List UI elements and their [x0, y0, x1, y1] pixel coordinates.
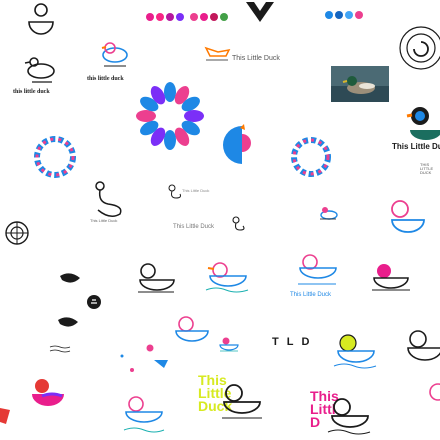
- swatch: [190, 13, 198, 21]
- swatch: [146, 13, 154, 21]
- duck-color-icon: [406, 106, 440, 140]
- duck-color-icon: [0, 404, 10, 424]
- duck-color-icon: [218, 336, 240, 352]
- wheel-icon: [4, 220, 30, 246]
- duck-color-icon: [426, 383, 440, 414]
- v-mark-icon: [246, 2, 274, 22]
- caption-title: This Little Duck: [392, 142, 440, 151]
- duck-outline-icon: [24, 56, 56, 84]
- duck-outline-icon: [134, 262, 178, 298]
- duck-outline-icon: [218, 384, 264, 420]
- swatch-row-c: [325, 11, 363, 19]
- swatch: [345, 11, 353, 19]
- duck-color-icon: [318, 205, 338, 221]
- monogram: TLD: [272, 336, 318, 348]
- caption-lower: this little duck: [87, 76, 124, 82]
- swatch: [335, 11, 343, 19]
- swatch: [220, 13, 228, 21]
- dot-cluster-icon: [118, 342, 172, 378]
- swatch-row-b: [190, 13, 228, 21]
- bird-silhouette-icon: [58, 316, 78, 328]
- rosette-icon: [286, 132, 336, 182]
- duck-outline-icon: [228, 216, 246, 236]
- round-duck-icon: [86, 294, 102, 310]
- bird-silhouette-icon: [60, 272, 80, 284]
- duck-color-icon: [30, 378, 66, 410]
- duck-photo: [331, 66, 389, 102]
- duck-color-icon: [386, 200, 426, 236]
- caption-lower: this little duck: [13, 89, 50, 95]
- abstract-duck-icon: [223, 124, 258, 166]
- duck-color-icon: [98, 42, 130, 70]
- person-duck-icon: [27, 2, 55, 35]
- duck-color-icon: [204, 262, 250, 293]
- swatch-row-a: [146, 13, 184, 21]
- duck-color-icon: [370, 262, 412, 294]
- rosette-icon: [134, 80, 206, 152]
- rosette-icon: [30, 132, 80, 182]
- wordmark-line: This: [310, 388, 339, 404]
- duck-outline-icon: [166, 184, 182, 202]
- swatch: [200, 13, 208, 21]
- circular-badge: [398, 25, 440, 71]
- wordmark-line: Littl: [310, 401, 336, 417]
- caption-title: This Little Duck: [290, 292, 332, 298]
- caption-upper: THIS LITTLE DUCK: [420, 162, 434, 175]
- wordmark-line: D: [310, 414, 321, 430]
- swan-outline-icon: [90, 180, 126, 220]
- swatch: [355, 11, 363, 19]
- duck-color-icon: [332, 334, 378, 369]
- swatch: [176, 13, 184, 21]
- caption-title: This Little Duck: [182, 188, 210, 193]
- wave-icon: [49, 345, 71, 353]
- wordmark-line: Little: [198, 385, 232, 401]
- caption-title: This Little Duck: [232, 55, 280, 62]
- duck-color-icon: [172, 316, 210, 346]
- duck-color-icon: [122, 396, 166, 436]
- caption-title: This Little Duck: [173, 224, 215, 230]
- swatch: [325, 11, 333, 19]
- swatch: [210, 13, 218, 21]
- boat-icon: [204, 46, 231, 62]
- swatch: [156, 13, 164, 21]
- duck-color-icon: [294, 254, 340, 286]
- wordmark-line: This: [198, 372, 227, 388]
- duck-outline-icon: [404, 330, 440, 366]
- duck-outline-icon: [326, 398, 372, 436]
- caption-title: This Little Duck: [90, 218, 118, 223]
- wordmark-stacked: This Littl D: [310, 388, 339, 430]
- swatch: [166, 13, 174, 21]
